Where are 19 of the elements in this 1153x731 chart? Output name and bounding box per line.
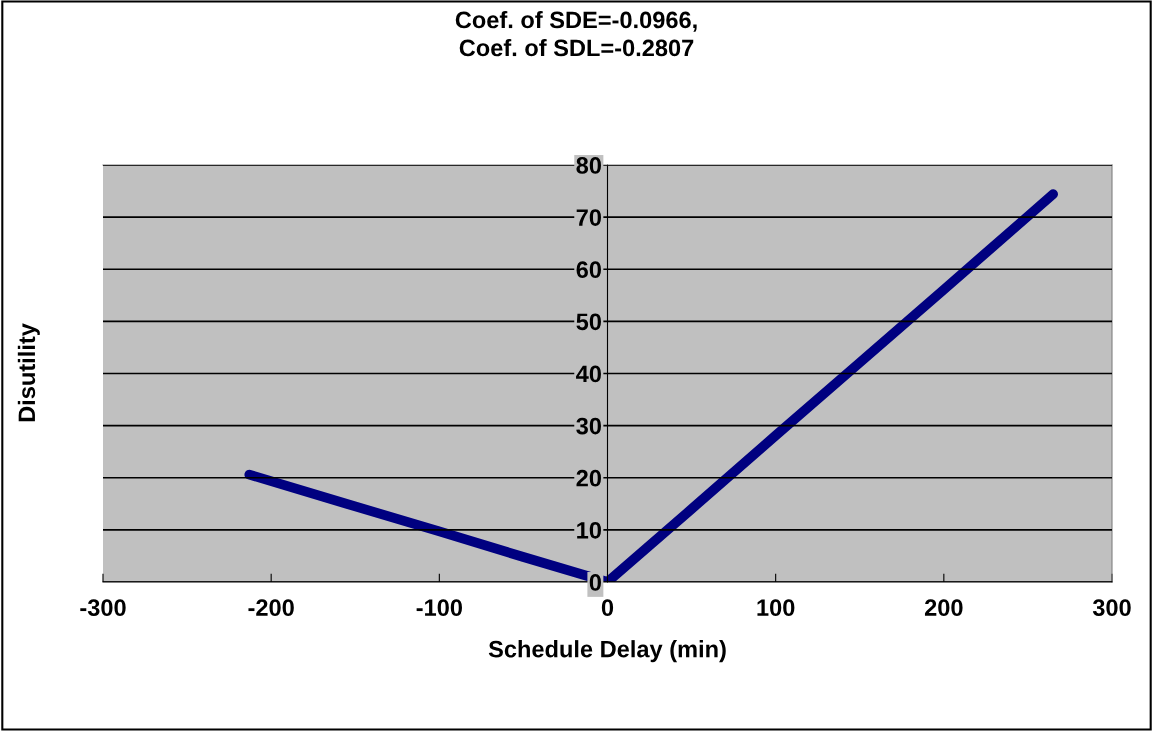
x-tick-label: 100: [757, 599, 795, 617]
x-axis-title: Schedule Delay (min): [488, 640, 726, 663]
x-tick-label: 0: [601, 599, 614, 617]
x-tick-label: -300: [80, 599, 126, 617]
x-tick-label: -200: [248, 599, 294, 617]
y-tick-label: 50: [576, 313, 601, 331]
x-tick-label: 300: [1092, 599, 1131, 617]
y-tick-label: 70: [576, 209, 601, 226]
y-tick-label: 0: [589, 574, 601, 591]
x-tick-label: -100: [416, 599, 462, 617]
x-tick-label: 200: [924, 599, 963, 617]
y-tick-label: 10: [577, 521, 601, 539]
chart-title: Coef. of SDE=-0.0966, Coef. of SDL=-0.2807: [455, 10, 697, 57]
y-tick-label: 20: [576, 469, 601, 487]
y-tick-label: 40: [576, 365, 601, 383]
y-axis-title: Disutility: [17, 323, 40, 422]
y-tick-label: 30: [576, 417, 601, 435]
y-tick-label: 60: [576, 261, 601, 279]
y-tick-label: 80: [576, 157, 601, 174]
